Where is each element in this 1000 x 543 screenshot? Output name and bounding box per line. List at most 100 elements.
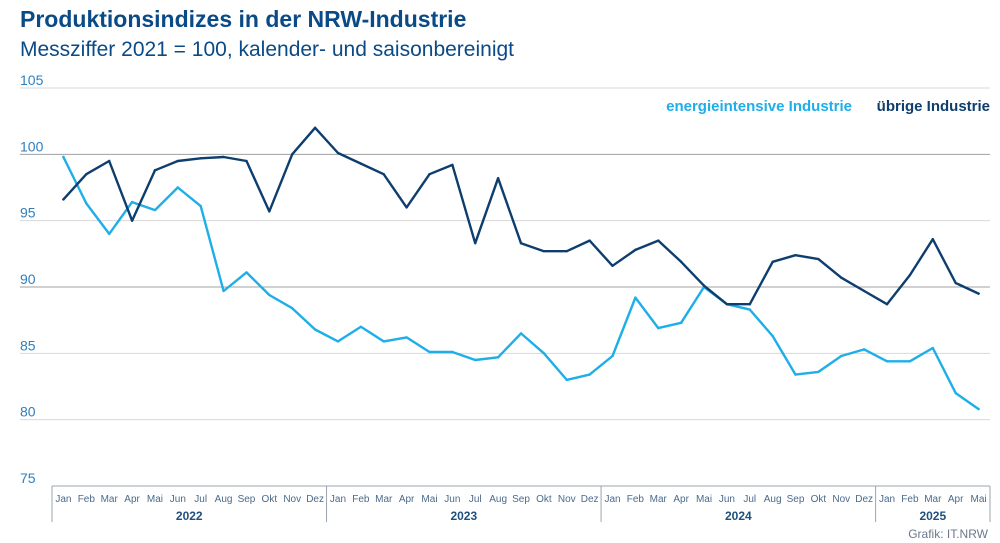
data-point xyxy=(85,202,88,205)
data-point xyxy=(840,276,843,279)
data-point xyxy=(336,151,340,155)
x-tick-label: Okt xyxy=(536,494,552,505)
data-point xyxy=(588,239,591,242)
x-tick-label: Okt xyxy=(262,494,278,505)
data-point xyxy=(565,378,568,382)
x-tick-label: Mai xyxy=(421,494,437,505)
year-label: 2023 xyxy=(450,509,477,523)
x-tick-label: Apr xyxy=(948,494,964,505)
x-tick-label: Jun xyxy=(444,494,460,505)
x-tick-label: Mar xyxy=(101,494,119,505)
x-tick-label: Mar xyxy=(650,494,668,505)
data-point xyxy=(954,281,957,285)
data-point xyxy=(451,350,454,354)
data-point xyxy=(634,296,637,299)
x-tick-label: Okt xyxy=(811,494,827,505)
data-point xyxy=(542,249,546,253)
data-point xyxy=(62,198,65,201)
data-point xyxy=(336,340,340,343)
data-point xyxy=(977,292,980,295)
x-tick-label: Aug xyxy=(215,494,233,505)
x-tick-label: Mai xyxy=(147,494,163,505)
x-tick-label: Jun xyxy=(170,494,186,505)
data-point xyxy=(565,249,568,253)
year-label: 2025 xyxy=(919,509,946,523)
data-point xyxy=(428,173,431,176)
legend-energieintensive-industrie: energieintensive Industrie xyxy=(666,98,852,115)
data-point xyxy=(199,157,202,160)
data-point xyxy=(977,407,980,411)
data-point xyxy=(748,303,751,306)
x-tick-label: Aug xyxy=(489,494,507,505)
data-point xyxy=(382,340,385,343)
data-point xyxy=(794,373,797,376)
data-point xyxy=(359,162,363,165)
data-point xyxy=(885,303,889,306)
x-tick-label: Nov xyxy=(832,494,850,505)
source-credit: Grafik: IT.NRW xyxy=(908,527,988,541)
data-point xyxy=(931,346,935,350)
data-point xyxy=(245,159,248,163)
x-tick-label: Feb xyxy=(627,494,645,505)
data-point xyxy=(611,354,614,358)
data-point xyxy=(657,239,660,242)
data-point xyxy=(588,373,591,376)
data-point xyxy=(62,155,65,159)
data-point xyxy=(634,248,637,252)
data-point xyxy=(451,163,454,167)
x-tick-label: Dez xyxy=(855,494,873,505)
data-point xyxy=(474,242,477,245)
data-point xyxy=(702,284,706,287)
legend-uebrige-industrie: übrige Industrie xyxy=(877,98,990,115)
data-point xyxy=(85,173,88,176)
y-tick-label: 95 xyxy=(20,205,36,221)
x-tick-label: Jul xyxy=(743,494,756,505)
data-point xyxy=(405,336,408,339)
data-point xyxy=(817,257,820,261)
data-point xyxy=(725,303,729,306)
data-point xyxy=(428,350,431,354)
data-point xyxy=(268,210,271,213)
y-tick-label: 80 xyxy=(20,404,36,420)
x-tick-label: Mar xyxy=(375,494,393,505)
data-point xyxy=(199,204,202,208)
x-tick-label: Feb xyxy=(352,494,370,505)
x-tick-label: Jun xyxy=(719,494,735,505)
data-point xyxy=(748,308,751,311)
x-tick-label: Sep xyxy=(238,494,256,505)
data-point xyxy=(771,260,774,263)
data-point xyxy=(130,219,134,222)
year-label: 2022 xyxy=(176,509,203,523)
data-point xyxy=(474,358,477,362)
data-point xyxy=(611,264,614,267)
data-point xyxy=(862,348,866,351)
x-tick-label: Apr xyxy=(673,494,689,505)
x-tick-label: Jan xyxy=(55,494,71,505)
y-tick-label: 100 xyxy=(20,138,44,154)
data-point xyxy=(794,253,797,257)
data-point xyxy=(359,325,363,328)
y-tick-label: 90 xyxy=(20,271,36,287)
data-point xyxy=(908,273,912,277)
data-point xyxy=(954,391,957,395)
data-point xyxy=(268,293,271,297)
data-point xyxy=(153,208,157,212)
chart-title: Produktionsindizes in der NRW-Industrie xyxy=(20,6,467,32)
data-point xyxy=(519,242,523,245)
data-point xyxy=(679,260,683,263)
data-point xyxy=(840,354,843,358)
x-tick-label: Sep xyxy=(512,494,530,505)
data-point xyxy=(496,177,500,180)
x-tick-label: Apr xyxy=(124,494,140,505)
data-point xyxy=(817,370,820,374)
x-tick-label: Nov xyxy=(283,494,301,505)
data-point xyxy=(405,206,408,209)
series-line-energieintensive-industrie xyxy=(62,155,980,411)
data-point xyxy=(313,328,317,331)
y-tick-label: 105 xyxy=(20,72,44,88)
data-point xyxy=(176,186,180,189)
x-tick-label: Dez xyxy=(581,494,599,505)
data-point xyxy=(908,360,912,363)
data-point xyxy=(245,271,248,274)
